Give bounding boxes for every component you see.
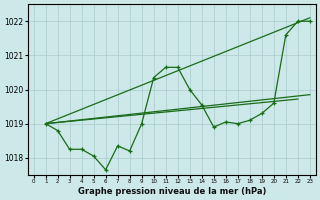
X-axis label: Graphe pression niveau de la mer (hPa): Graphe pression niveau de la mer (hPa) [77, 187, 266, 196]
